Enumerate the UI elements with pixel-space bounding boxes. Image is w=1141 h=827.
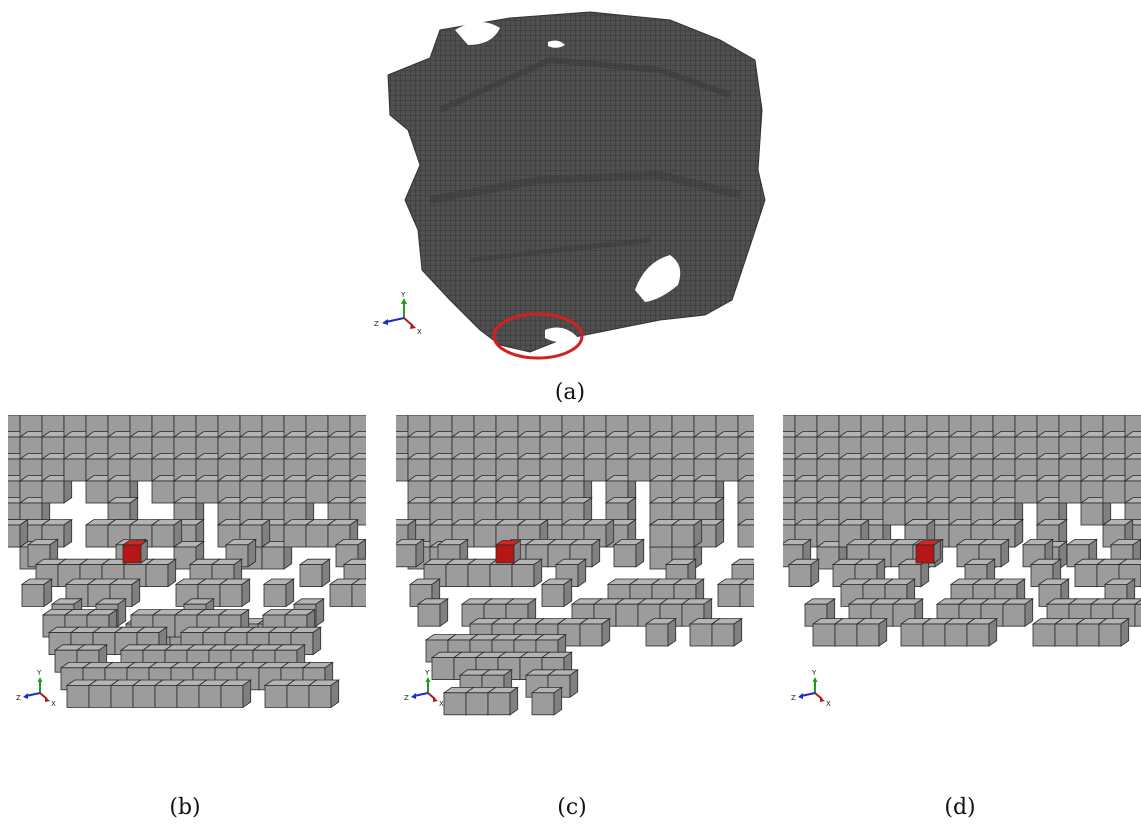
voxel-cube [144,558,177,588]
triad-label-y: Y [36,669,42,677]
voxel-cube [396,538,425,568]
panel-b-zoom: Y Z X [8,415,366,760]
coordinate-triad-icon: Y Z X [404,669,444,708]
caption-a: (a) [554,380,586,405]
triad-label-y: Y [424,669,430,677]
highlighted-voxel [494,539,522,564]
mesh-hole [545,327,580,343]
highlighted-voxel [121,539,149,564]
voxel-cube [855,617,888,647]
voxel-column [1079,496,1112,526]
voxel-cube [8,518,29,548]
voxel-cube [238,518,271,548]
triad-label-x: X [439,700,444,708]
triad-label-z: Z [374,320,379,328]
mesh-hole [548,40,565,48]
caption-b: (b) [169,795,201,820]
caption-c: (c) [557,795,587,820]
triad-label-x: X [51,700,56,708]
voxel-cube [350,578,366,607]
voxel-cube [710,617,743,647]
voxel-zoom-d: Y Z X [783,415,1141,708]
voxel-zoom-b: Y Z X [8,415,366,709]
mesh-hole [455,21,500,45]
voxel-cube [612,538,645,568]
voxel-column [736,519,754,548]
voxel-cube [644,617,677,647]
caption-d: (d) [944,795,976,820]
triad-label-y: Y [811,669,817,677]
voxel-cube [298,558,331,588]
panel-c-zoom: Y Z X [396,415,754,760]
voxel-cube [1001,598,1034,627]
triad-label-x: X [826,700,831,708]
voxel-cube [965,617,998,647]
voxel-cube [578,617,611,647]
voxel-cube [546,669,579,698]
voxel-column [1123,431,1141,460]
voxel-cube [150,518,183,548]
coordinate-triad-icon: Y Z X [374,291,422,336]
triad-label-z: Z [791,694,796,702]
voxel-cube [218,578,251,608]
voxel-cube [486,686,519,716]
highlighted-voxel [914,539,942,564]
voxel-cube [530,686,563,716]
voxel-cube [510,558,543,588]
voxel-cube [416,598,449,627]
triad-label-x: X [417,328,422,336]
triad-label-y: Y [400,291,406,299]
coordinate-triad-icon: Y Z X [16,669,56,708]
voxel-cube [787,558,820,588]
triad-label-z: Z [16,694,21,702]
voxel-cube [219,679,252,709]
coordinate-triad-icon: Y Z X [791,669,831,708]
voxel-cube [1133,599,1141,627]
triad-label-z: Z [404,694,409,702]
panel-d-zoom: Y Z X [783,415,1141,760]
voxel-cube [540,578,573,608]
voxel-cube [262,578,295,608]
voxel-cube [20,578,53,608]
voxel-cube [1097,617,1130,647]
panel-a-full-mesh: Y Z X [360,0,780,370]
voxel-cube [738,578,754,607]
highlight-circle [492,312,584,360]
voxel-cube [40,518,73,548]
voxel-cube [670,518,703,548]
voxel-cube [307,679,340,709]
mesh-hole [635,255,681,302]
voxel-mesh-figure: Y Z X [374,11,766,360]
voxel-zoom-c: Y Z X [396,415,754,716]
